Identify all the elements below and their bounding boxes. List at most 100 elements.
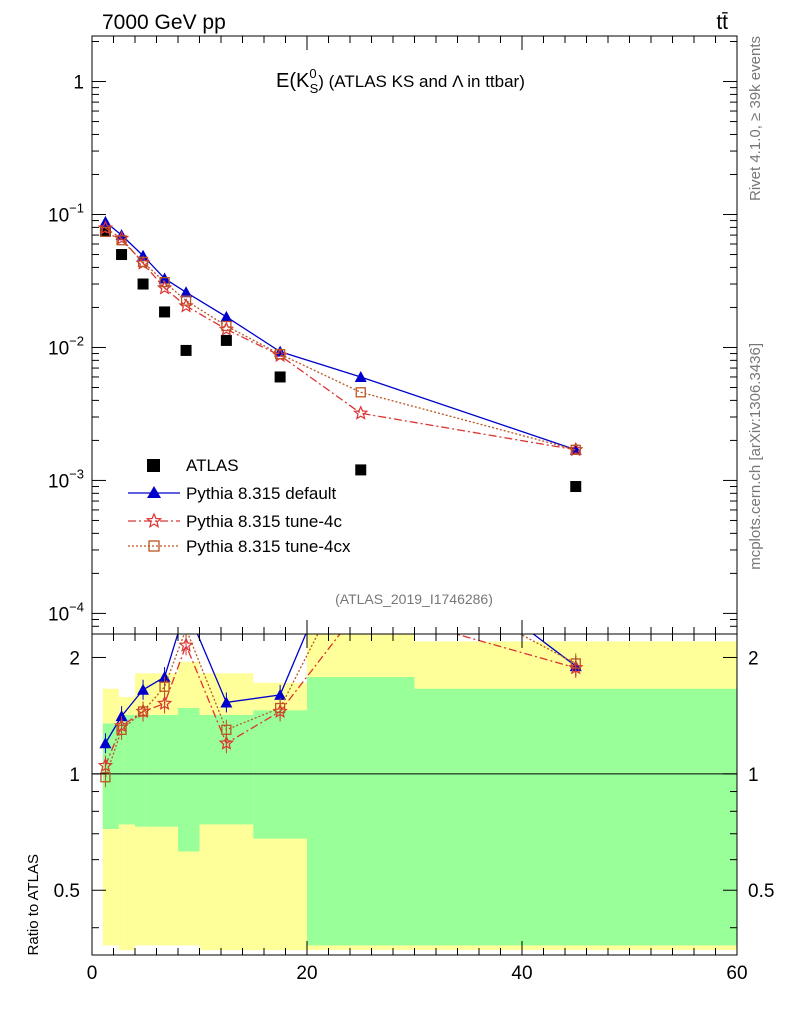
ratio-green-band (135, 714, 146, 827)
ratio-y-tick-label-right: 2 (748, 648, 759, 669)
ratio-green-band (178, 708, 200, 852)
x-tick-label: 20 (296, 963, 317, 984)
legend-tune4cx-marker (148, 540, 160, 552)
legend-default-marker (147, 486, 161, 498)
ratio-green-band (307, 677, 415, 946)
ratio-green-band (124, 714, 135, 825)
mcplots-label: mcplots.cern.ch [arXiv:1306.3436] (747, 343, 764, 570)
title-superscript: 0 (309, 66, 316, 81)
tune4c-marker (353, 405, 369, 420)
title-subscript: S (310, 81, 319, 96)
tune4cx-marker (100, 226, 111, 238)
ratio-series-line-0 (104, 634, 577, 744)
legend-atlas-marker (147, 459, 160, 472)
ratio-tune4cx-marker (570, 658, 581, 669)
legend-atlas-label: ATLAS (186, 456, 239, 475)
ratio-tune4cx-marker (100, 772, 111, 783)
legend-tune4c-marker (145, 512, 163, 528)
tune4cx-marker (159, 276, 170, 288)
ratio-green-band (253, 710, 307, 839)
header-collision-label: 7000 GeV pp (102, 11, 226, 34)
atlas-data-point (180, 344, 192, 356)
ratio-tune4cx-marker (356, 545, 365, 554)
ratio-plot-panel: 2 2 1 1 0.5 0.5 0 20 40 60 Ratio to ATLAS (25, 498, 775, 984)
title-text-pre: E(K (276, 70, 310, 92)
ratio-tune4cx-marker (180, 634, 192, 635)
main-series-line-3 (105, 231, 576, 451)
atlas-data-point (137, 278, 149, 290)
ratio-axis-ticks (91, 634, 738, 955)
ratio-tick-labels: 2 2 1 1 0.5 0.5 0 20 40 60 (54, 648, 775, 984)
tune4cx-marker (221, 320, 232, 332)
ratio-default-marker (180, 601, 192, 612)
tune4c-marker (97, 220, 114, 235)
ratio-series-layer (97, 498, 584, 788)
atlas-data-point (274, 371, 286, 383)
ratio-default-marker (158, 671, 171, 683)
main-y-tick-label: 10−2 (48, 333, 84, 359)
atlas-data-point (220, 334, 232, 346)
tune4cx-marker (570, 444, 581, 455)
ratio-y-tick-label-right: 0.5 (748, 881, 774, 902)
x-tick-label: 40 (511, 963, 532, 984)
main-y-tick-label: 10−1 (48, 200, 84, 226)
tune4cx-marker (116, 235, 127, 246)
ratio-default-marker (220, 696, 233, 708)
plot-title: E(K0 S) (ATLAS KS and Λ in ttbar) (276, 66, 525, 96)
default-marker (115, 229, 128, 241)
ratio-green-band (145, 714, 178, 827)
ratio-tune4cx-marker (274, 702, 286, 714)
atlas-data-point (116, 249, 128, 261)
ratio-green-band (118, 722, 125, 825)
main-series-layer (97, 215, 584, 493)
legend-tune4cx-label: Pythia 8.315 tune-4cx (186, 537, 351, 556)
x-tick-label: 0 (87, 963, 98, 984)
ratio-uncertainty-bands (102, 634, 737, 951)
atlas-data-point (570, 481, 582, 493)
ratio-tune4cx-marker (221, 724, 232, 735)
ratio-default-marker (115, 710, 128, 722)
tune4cx-marker (180, 295, 192, 306)
header-process-label: tt̄ (716, 11, 728, 34)
x-tick-label: 60 (726, 963, 747, 984)
ratio-series-line-1 (104, 634, 576, 766)
default-marker (220, 310, 233, 322)
ratio-y-tick-label-left: 2 (69, 648, 80, 669)
ratio-default-marker (137, 683, 150, 695)
analysis-id-label: (ATLAS_2019_I1746286) (335, 591, 493, 607)
main-series-line-1 (105, 221, 576, 451)
legend-default-label: Pythia 8.315 default (186, 484, 337, 503)
main-y-tick-label: 1 (73, 73, 84, 94)
ratio-tune4cx-marker (116, 724, 127, 735)
tune4cx-marker (274, 349, 286, 360)
ratio-tune4c-marker (218, 735, 235, 750)
ratio-default-marker (274, 688, 287, 700)
main-axis-ticks (91, 36, 738, 635)
rivet-version-label: Rivet 4.1.0, ≥ 39k events (747, 36, 764, 201)
ratio-default-marker (355, 498, 367, 509)
legend: ATLAS Pythia 8.315 default Pythia 8.315 … (128, 456, 351, 556)
ratio-y-tick-label-left: 1 (69, 765, 80, 786)
default-marker (354, 370, 367, 382)
ratio-y-axis-label: Ratio to ATLAS (25, 854, 42, 955)
main-series-line-2 (105, 227, 576, 451)
main-y-tick-label: 10−4 (48, 599, 84, 625)
main-plot-panel: 1 10−1 10−2 10−3 10−4 E(K0 S) (ATLAS KS and Λ… (48, 35, 738, 635)
tune4cx-marker (137, 256, 149, 268)
ratio-default-marker (99, 737, 112, 749)
ratio-tune4cx-marker (137, 706, 149, 717)
legend-star-shape (145, 512, 163, 528)
ratio-y-tick-label-right: 1 (748, 765, 759, 786)
ratio-tune4c-marker (156, 695, 173, 711)
atlas-data-point (355, 464, 367, 476)
ratio-tune4cx-marker (159, 681, 170, 692)
ratio-green-band (414, 688, 737, 946)
default-marker (180, 286, 193, 298)
legend-tune4c-label: Pythia 8.315 tune-4c (186, 512, 342, 531)
ratio-y-tick-label-left: 0.5 (54, 881, 80, 902)
main-y-tick-labels: 1 10−1 10−2 10−3 10−4 (48, 73, 84, 626)
main-y-tick-label: 10−3 (48, 466, 84, 492)
tune4cx-marker (355, 387, 366, 398)
title-text-post: ) (ATLAS KS and Λ in ttbar) (318, 72, 525, 91)
